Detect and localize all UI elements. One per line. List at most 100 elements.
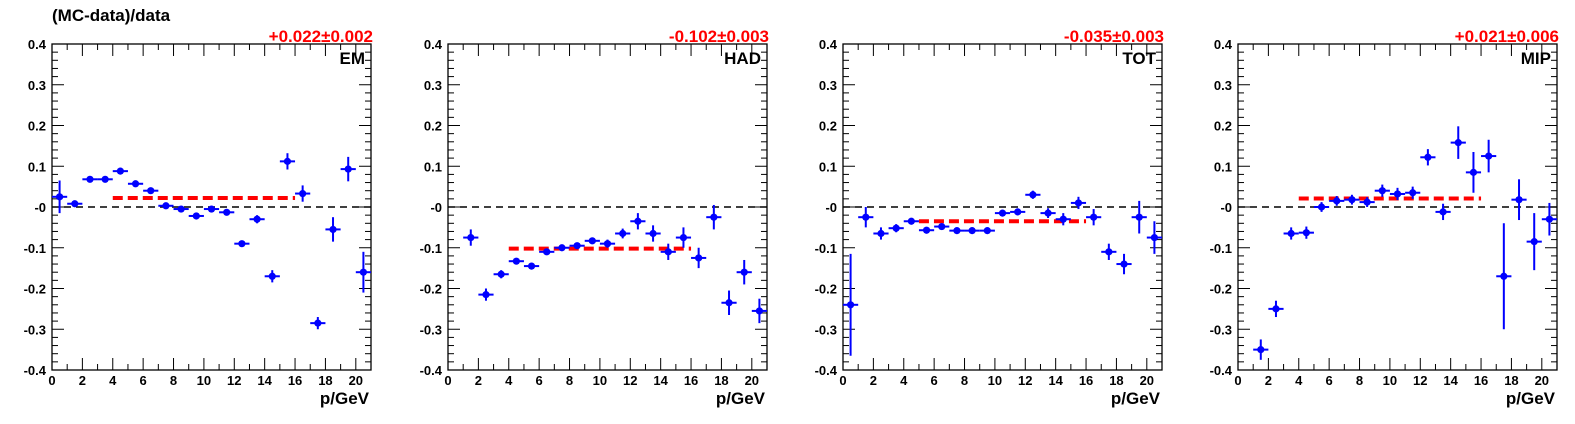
data-point	[691, 247, 707, 269]
data-point	[143, 187, 159, 195]
fit-value-label: +0.021±0.006	[1455, 27, 1559, 46]
data-point	[979, 227, 995, 235]
point-marker	[573, 242, 581, 250]
x-tick-label: 4	[109, 373, 117, 388]
x-axis-label: p/GeV	[320, 389, 370, 408]
data-point	[1435, 203, 1451, 221]
y-tick-label: 0.1	[819, 159, 837, 174]
data-point	[1086, 209, 1102, 226]
data-point	[949, 227, 965, 235]
point-marker	[1105, 248, 1113, 256]
data-point	[127, 180, 144, 188]
y-tick-label: 0.2	[1214, 119, 1232, 134]
x-tick-label: 4	[1295, 373, 1303, 388]
x-tick-label: 0	[839, 373, 846, 388]
point-marker	[1044, 209, 1052, 217]
data-point	[1025, 190, 1041, 199]
point-marker	[892, 224, 900, 232]
x-tick-label: 20	[1140, 373, 1154, 388]
data-point	[569, 242, 585, 250]
x-tick-label: 14	[653, 373, 668, 388]
data-point	[1481, 139, 1497, 173]
data-point	[52, 180, 68, 214]
point-marker	[968, 227, 976, 235]
point-marker	[131, 180, 140, 188]
x-axis-label: p/GeV	[716, 389, 766, 408]
x-tick-label: 14	[1443, 373, 1458, 388]
point-marker	[55, 193, 64, 201]
panel-label: MIP	[1521, 49, 1551, 68]
point-marker	[497, 270, 505, 278]
point-marker	[725, 299, 733, 307]
data-point	[1298, 226, 1314, 239]
point-marker	[558, 244, 566, 252]
data-point	[264, 270, 280, 283]
data-point	[1283, 227, 1299, 240]
point-marker	[1120, 260, 1128, 268]
x-tick-label: 6	[536, 373, 543, 388]
point-marker	[543, 248, 551, 256]
data-point	[1405, 186, 1421, 199]
x-tick-label: 16	[1474, 373, 1488, 388]
y-tick-label: -0.1	[1210, 241, 1232, 256]
point-marker	[1135, 213, 1143, 221]
point-marker	[710, 213, 718, 221]
data-point	[706, 204, 722, 230]
data-point	[1101, 243, 1117, 260]
y-tick-label: 0.3	[819, 78, 837, 93]
x-tick-label: 6	[140, 373, 147, 388]
data-point	[645, 225, 661, 242]
data-point	[340, 156, 356, 182]
point-marker	[1424, 153, 1432, 161]
point-marker	[634, 217, 642, 225]
x-tick-label: 2	[1265, 373, 1272, 388]
point-marker	[314, 319, 322, 327]
y-tick-label: -0.1	[815, 241, 837, 256]
point-marker	[283, 157, 292, 165]
point-marker	[755, 307, 764, 315]
x-tick-label: 14	[1048, 373, 1063, 388]
y-tick-label: 0.1	[28, 159, 46, 174]
point-marker	[938, 222, 946, 231]
x-tick-label: 12	[1018, 373, 1032, 388]
point-marker	[71, 200, 79, 208]
point-marker	[1439, 208, 1447, 216]
x-tick-label: 12	[1413, 373, 1427, 388]
data-point	[355, 251, 371, 293]
data-point	[1070, 196, 1087, 210]
y-tick-label: 0.1	[424, 159, 442, 174]
point-marker	[1545, 215, 1554, 223]
x-tick-label: 18	[318, 373, 332, 388]
data-point	[1253, 339, 1269, 360]
data-point	[873, 227, 889, 240]
x-tick-label: 20	[1535, 373, 1549, 388]
point-marker	[1059, 215, 1067, 223]
data-point	[675, 227, 692, 248]
x-tick-label: 8	[961, 373, 968, 388]
data-point	[97, 175, 113, 183]
x-tick-label: 16	[684, 373, 698, 388]
figure-title: (MC-data)/data	[52, 6, 171, 25]
point-marker	[192, 212, 200, 220]
point-marker	[177, 205, 185, 213]
data-point	[325, 217, 341, 242]
x-tick-label: 18	[714, 373, 728, 388]
x-tick-label: 8	[1356, 373, 1363, 388]
point-marker	[527, 262, 536, 270]
data-point	[888, 224, 904, 233]
y-tick-label: -0.4	[24, 363, 47, 378]
y-tick-label: -0.2	[420, 282, 442, 297]
y-tick-label: -0	[825, 200, 837, 215]
point-marker	[147, 187, 155, 195]
x-tick-label: 6	[931, 373, 938, 388]
point-marker	[588, 237, 596, 245]
point-marker	[253, 215, 261, 223]
x-tick-label: 2	[475, 373, 482, 388]
point-marker	[679, 233, 688, 242]
data-point	[1511, 179, 1527, 221]
chart-panel-mip: -0.4 -0.3 -0.2 -0.1 -0 0.1 0.2 0.3 0.4 0 2 4 6 8 10 12 1…	[1210, 27, 1559, 408]
point-marker	[953, 227, 961, 235]
point-marker	[1150, 233, 1159, 242]
x-tick-label: 2	[870, 373, 877, 388]
y-tick-label: -0.3	[24, 322, 46, 337]
